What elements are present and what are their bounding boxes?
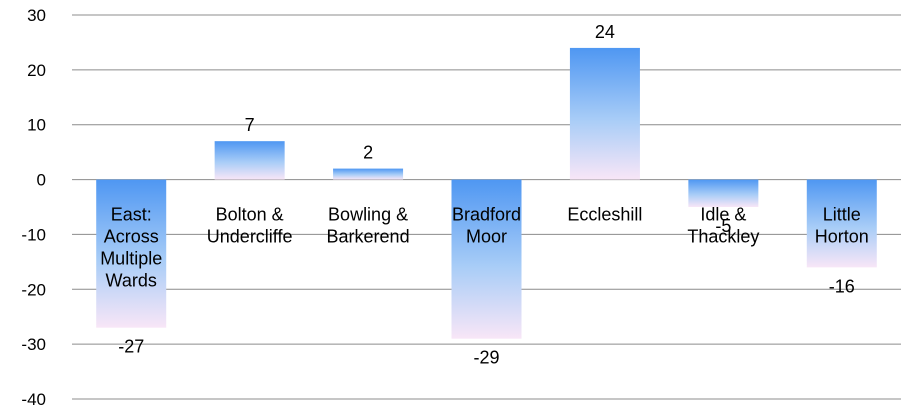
category-label-line: Bradford [452,205,521,225]
category-label-line: Eccleshill [567,205,642,225]
y-tick-label: -20 [21,280,46,299]
y-axis-tick-labels: 30 20 10 0 -10 -20 -30 -40 [21,6,46,409]
category-labels: East: Across Multiple Wards Bolton & Undercli… [100,205,869,291]
y-tick-label: -10 [21,225,46,244]
category-label: Little Horton [815,205,869,247]
y-tick-label: 30 [27,6,46,25]
bar [569,47,640,180]
data-label: -27 [118,337,144,357]
data-labels: -27 7 2 -29 24 -5 -16 [118,22,855,368]
category-label-line: Thackley [687,227,759,247]
category-label: Bowling & Barkerend [327,205,410,247]
y-tick-label: 20 [27,61,46,80]
category-label-line: Idle & [700,205,746,225]
y-tick-label: 0 [37,171,46,190]
category-label-line: Little [823,205,861,225]
category-label: Idle & Thackley [687,205,759,247]
category-label-line: Moor [466,227,507,247]
bar [333,168,404,180]
data-label: -16 [829,276,855,296]
category-label-line: Multiple [100,249,162,269]
data-label: -29 [473,348,499,368]
data-label: 24 [595,22,615,42]
category-label: Bolton & Undercliffe [207,205,293,247]
bar [688,179,759,207]
y-tick-label: 10 [27,116,46,135]
category-label-line: Horton [815,227,869,247]
category-label-line: Wards [106,271,157,291]
category-label-line: Bowling & [328,205,408,225]
data-label: -5 [715,216,731,236]
category-label-line: Barkerend [327,227,410,247]
category-label-line: Undercliffe [207,227,293,247]
category-label-line: East: [111,205,152,225]
category-label: Eccleshill [567,205,642,225]
category-label-line: Bolton & [216,205,284,225]
category-label: Bradford Moor [452,205,521,247]
bar [806,179,877,268]
category-label: East: Across Multiple Wards [100,205,162,291]
y-tick-label: -40 [21,390,46,409]
bar [451,179,522,339]
data-label: 2 [363,143,373,163]
data-label: 7 [245,115,255,135]
bar [96,179,167,328]
category-label-line: Across [104,227,159,247]
bar [214,141,285,180]
bars [96,47,877,339]
y-tick-label: -30 [21,335,46,354]
